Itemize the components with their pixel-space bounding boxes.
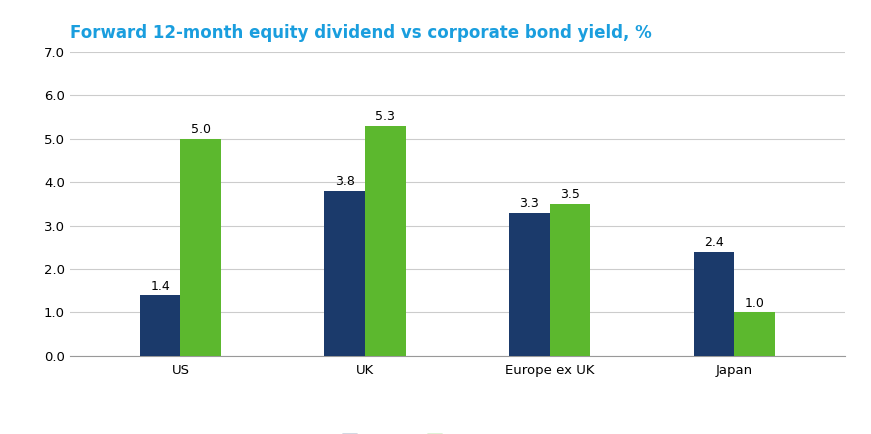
Text: 3.3: 3.3	[519, 197, 539, 210]
Bar	[180, 139, 221, 356]
Bar	[734, 312, 774, 356]
Bar	[550, 204, 591, 356]
Text: 2.4: 2.4	[704, 236, 724, 249]
Text: 3.5: 3.5	[560, 188, 580, 201]
Text: 5.3: 5.3	[375, 110, 395, 123]
Legend: Equities, IG corporate bonds: Equities, IG corporate bonds	[337, 429, 577, 434]
Bar	[365, 126, 406, 356]
Text: 3.8: 3.8	[334, 175, 354, 188]
Text: Forward 12-month equity dividend vs corporate bond yield, %: Forward 12-month equity dividend vs corp…	[70, 24, 652, 42]
Bar	[509, 213, 550, 356]
Text: 1.0: 1.0	[745, 297, 765, 310]
Text: 5.0: 5.0	[191, 123, 211, 136]
Bar	[140, 295, 180, 356]
Bar	[324, 191, 365, 356]
Text: 1.4: 1.4	[150, 279, 170, 293]
Bar	[693, 252, 734, 356]
